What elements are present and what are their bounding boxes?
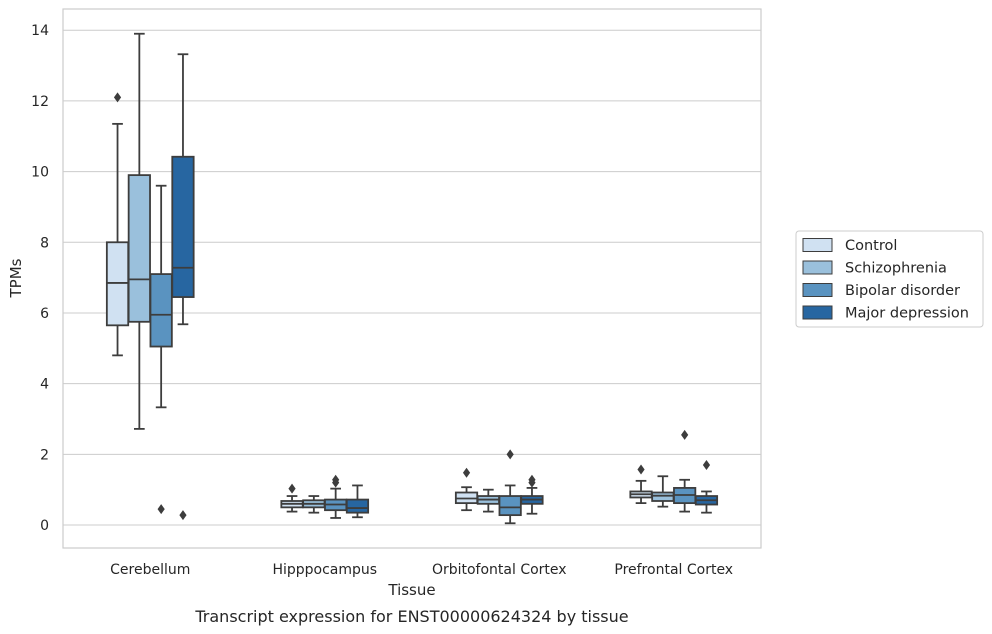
outlier-point [637,464,645,475]
x-tick-label: Cerebellum [110,562,190,578]
outlier-point [528,474,536,485]
legend-swatch [802,238,833,252]
outlier-point [506,449,514,460]
plot-frame [62,8,762,549]
legend-entry-label: Control [845,238,897,254]
y-tick-labels: 0 2 4 6 8 10 12 14 [31,23,49,534]
box-body [149,273,173,348]
box-bipolar-disorder [324,474,348,519]
y-tick-label: 4 [40,377,49,393]
outlier-point [681,429,689,440]
box-body [171,155,195,298]
x-tick-label: Orbitofontal Cortex [432,562,567,578]
box-major-depression [345,484,370,519]
y-axis-label: TPMs [7,258,25,298]
x-tick-label: Hipppocampus [272,562,377,578]
x-tick-label: Prefrontal Cortex [614,562,733,578]
y-tick-label: 8 [40,235,49,251]
y-tick-label: 14 [31,23,49,39]
legend-swatch [802,283,833,297]
box-body [345,498,370,514]
box-body [127,174,151,323]
y-tick-label: 10 [31,165,49,181]
box-bipolar-disorder [498,449,522,525]
box-series [105,32,719,525]
y-tick-label: 2 [40,447,49,463]
legend: Control Schizophrenia Bipolar disorder Majo… [795,230,984,328]
legend-frame [795,230,984,328]
figure-caption: Transcript expression for ENST0000062432… [194,607,628,626]
y-tick-label: 6 [40,306,49,322]
y-tick-label: 12 [31,94,49,110]
legend-swatch [802,305,833,320]
outlier-point [288,483,296,494]
outlier-point [702,459,711,470]
box-bipolar-disorder [149,184,173,515]
box-major-depression [694,459,719,514]
box-schizophrenia [127,32,151,430]
x-axis-label: Tissue [387,581,435,599]
box-body [651,491,675,502]
box-body [498,495,522,517]
outlier-point [462,467,471,478]
outlier-point [157,504,165,515]
box-major-depression [171,53,195,521]
box-bipolar-disorder [673,429,697,513]
box-major-depression [520,474,544,515]
legend-entry-label: Schizophrenia [845,261,947,277]
box-schizophrenia [651,475,675,508]
legend-entry-label: Bipolar disorder [845,283,960,299]
legend-entry-label: Major depression [845,306,969,322]
y-tick-label: 0 [40,518,49,534]
y-gridlines [63,29,761,526]
outlier-point [113,92,122,103]
box-control [105,92,130,357]
outlier-point [332,474,340,485]
outlier-point [179,510,187,521]
x-tick-labels: Cerebellum Hipppocampus Orbitofontal Corte… [110,562,733,578]
legend-swatch [802,260,833,275]
